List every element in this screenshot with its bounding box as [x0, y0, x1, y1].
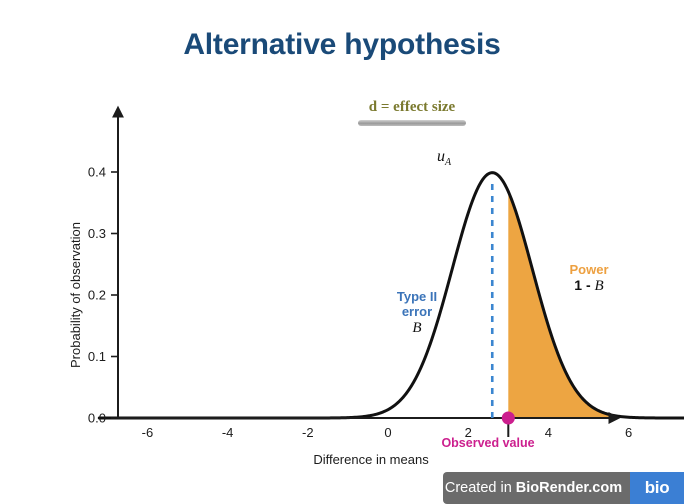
page-title: Alternative hypothesis: [183, 28, 501, 61]
power-annotation: Power 1 - B: [549, 262, 629, 296]
biorender-brand: BioRender.com: [515, 480, 623, 496]
svg-text:0.0: 0.0: [88, 411, 106, 426]
observed-value-label: Observed value: [441, 436, 535, 450]
y-axis-ticks: 0.0 0.1 0.2 0.3 0.4: [88, 165, 118, 426]
power-value: 1 - B: [549, 277, 629, 296]
observed-value-marker: [501, 411, 515, 425]
biorender-watermark: Created in BioRender.com bio: [443, 472, 684, 504]
biorender-text: Created in BioRender.com: [443, 472, 630, 504]
mean-label-symbol: u: [437, 148, 445, 165]
mean-label-subscript: A: [445, 157, 452, 169]
svg-text:0.1: 0.1: [88, 349, 106, 364]
svg-text:6: 6: [625, 425, 632, 440]
biorender-badge: bio: [630, 472, 684, 504]
power-value-symbol: B: [594, 278, 604, 295]
svg-text:0.2: 0.2: [88, 288, 106, 303]
svg-text:-6: -6: [142, 425, 154, 440]
svg-text:-4: -4: [222, 425, 234, 440]
biorender-created-in: Created in: [444, 480, 512, 496]
svg-text:0.4: 0.4: [88, 165, 106, 180]
type-ii-error-annotation: Type II error B: [381, 289, 453, 337]
svg-text:2: 2: [465, 425, 472, 440]
svg-text:-2: -2: [302, 425, 314, 440]
y-axis-title: Probability of observation: [68, 222, 83, 368]
x-axis-ticks: -6 -4 -2 0 2 4 6: [142, 425, 633, 440]
type-ii-error-symbol: B: [412, 319, 422, 336]
power-label: Power: [569, 262, 609, 277]
mean-label: uA: [437, 148, 451, 168]
effect-size-bar: [358, 120, 466, 126]
svg-text:0: 0: [384, 425, 391, 440]
type-ii-error-line1: Type II: [396, 289, 438, 304]
x-axis-title: Difference in means: [313, 452, 429, 467]
effect-size-label: d = effect size: [368, 99, 456, 115]
svg-text:0.3: 0.3: [88, 226, 106, 241]
power-value-prefix: 1 -: [574, 277, 595, 294]
type-ii-error-line2: error: [401, 303, 433, 319]
svg-text:4: 4: [545, 425, 552, 440]
